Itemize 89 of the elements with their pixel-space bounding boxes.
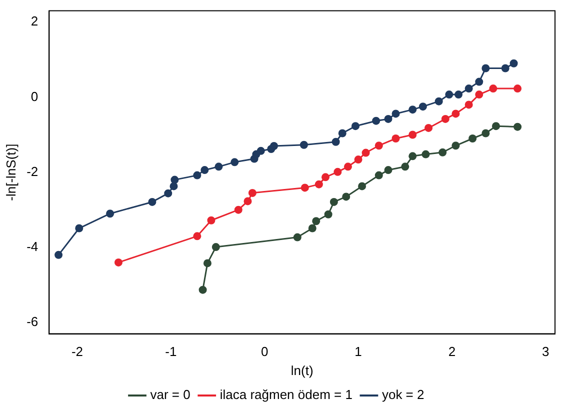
point	[482, 129, 490, 138]
point	[475, 90, 484, 99]
x-tick-label: -1	[165, 344, 177, 360]
point	[322, 173, 330, 182]
point	[422, 150, 430, 158]
point	[452, 110, 460, 118]
point	[207, 216, 216, 224]
point	[441, 114, 450, 123]
point	[256, 146, 265, 155]
point	[358, 182, 366, 190]
point	[424, 124, 433, 132]
x-tick-label: 2	[448, 344, 456, 360]
point	[308, 224, 316, 232]
point	[454, 90, 463, 99]
point	[464, 100, 473, 109]
point	[54, 250, 63, 259]
point	[510, 59, 518, 68]
x-tick-label: 1	[354, 344, 362, 360]
point	[248, 188, 256, 197]
point	[200, 166, 209, 174]
point	[401, 162, 410, 171]
point	[312, 217, 320, 226]
point	[489, 84, 498, 93]
point	[384, 166, 392, 174]
point	[203, 259, 212, 268]
point	[418, 102, 427, 111]
y-tick-label: -6	[26, 314, 38, 330]
point	[464, 84, 473, 93]
point	[374, 142, 383, 150]
point	[445, 90, 454, 99]
point	[374, 171, 383, 180]
point	[338, 129, 346, 138]
point	[212, 243, 220, 252]
point	[106, 210, 114, 218]
y-tick-label: 2	[30, 14, 38, 29]
point	[514, 122, 522, 131]
y-tick-label: -4	[26, 238, 38, 254]
point	[214, 162, 223, 171]
point	[492, 122, 500, 130]
point	[501, 64, 510, 72]
point	[324, 210, 332, 218]
point	[434, 97, 443, 106]
point	[75, 224, 84, 232]
point	[330, 198, 338, 206]
legend-label: ilaca rağmen ödem = 1	[220, 387, 352, 402]
point	[384, 114, 392, 123]
x-tick-label: 3	[542, 344, 550, 360]
point	[198, 286, 207, 294]
point	[372, 116, 380, 125]
point	[300, 184, 309, 192]
point	[193, 232, 202, 240]
point	[482, 64, 490, 72]
point	[468, 134, 477, 142]
point	[334, 168, 342, 176]
point	[438, 148, 447, 156]
point	[408, 130, 417, 139]
point	[354, 156, 362, 164]
point	[342, 192, 350, 201]
x-axis-title: ln(t)	[290, 362, 314, 378]
point	[362, 148, 370, 157]
point	[193, 171, 202, 180]
point	[148, 198, 156, 206]
point	[392, 134, 400, 142]
point	[230, 158, 239, 166]
y-tick-label: -2	[26, 164, 38, 179]
point	[344, 162, 352, 171]
y-axis-title: -ln[-lnS(t)]	[3, 144, 18, 201]
x-tick-label: 0	[260, 344, 268, 360]
point	[244, 197, 252, 206]
point	[270, 142, 278, 150]
point	[300, 140, 308, 149]
y-tick-label: 0	[30, 88, 38, 104]
point	[351, 122, 360, 130]
point	[332, 138, 340, 146]
x-tick-label: -2	[71, 344, 84, 360]
point	[452, 142, 460, 150]
point	[392, 110, 400, 118]
point	[293, 233, 302, 242]
legend-label: var = 0	[150, 387, 190, 402]
point	[408, 152, 417, 160]
point	[234, 206, 242, 214]
legend-label: yok = 2	[382, 387, 424, 402]
point	[170, 176, 179, 184]
point	[475, 78, 484, 86]
point	[314, 180, 323, 188]
point	[114, 258, 122, 266]
point	[514, 84, 522, 93]
point	[164, 189, 172, 198]
point	[408, 106, 417, 114]
